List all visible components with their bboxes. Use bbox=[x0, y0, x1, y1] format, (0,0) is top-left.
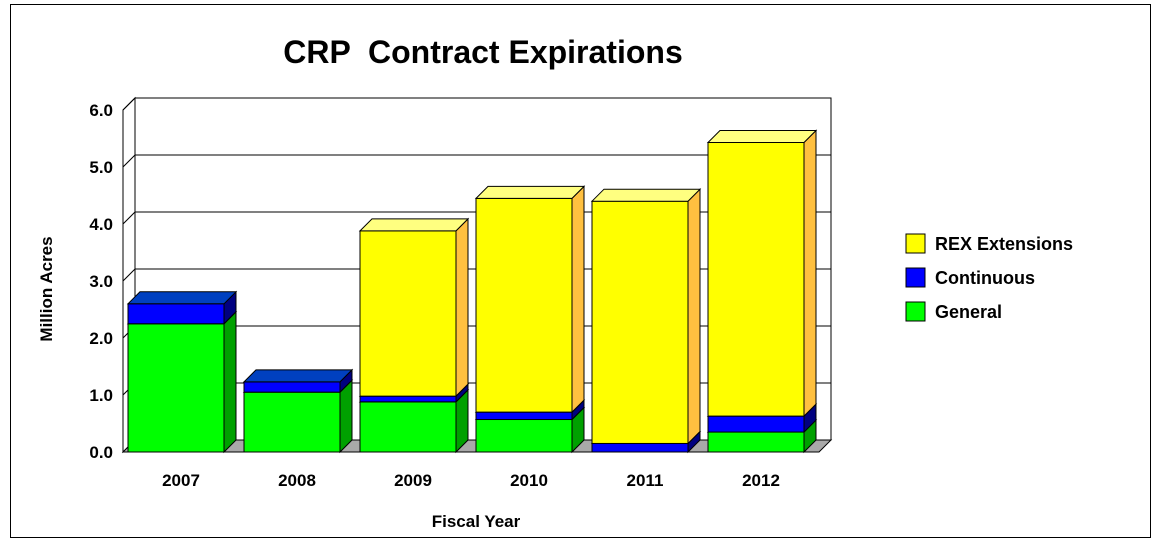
bar-segment-continuous-2007 bbox=[126, 290, 238, 325]
y-tick-label: 0.0 bbox=[89, 443, 113, 462]
y-tick-label: 2.0 bbox=[89, 329, 113, 348]
legend-swatch bbox=[905, 267, 926, 288]
x-tick-label-2007: 2007 bbox=[162, 471, 200, 490]
y-tick-label: 5.0 bbox=[89, 158, 113, 177]
gridline bbox=[122, 97, 136, 111]
legend-item-general: General bbox=[905, 301, 1002, 322]
legend-swatch bbox=[905, 233, 926, 254]
legend-item-rex-extensions: REX Extensions bbox=[905, 233, 1073, 254]
y-tick-label: 4.0 bbox=[89, 215, 113, 234]
gridline bbox=[122, 154, 136, 168]
x-tick-label-2011: 2011 bbox=[627, 471, 664, 490]
bars bbox=[126, 129, 818, 454]
bar-segment-continuous-2008 bbox=[242, 368, 354, 394]
legend-label: Continuous bbox=[935, 268, 1035, 288]
bar-segment-rex-extensions-2012 bbox=[706, 129, 818, 418]
y-axis-title: Million Acres bbox=[37, 236, 56, 341]
x-axis-title: Fiscal Year bbox=[432, 512, 521, 531]
x-axis: 2007 2008 2009 2010 2011 2012 bbox=[162, 471, 780, 490]
gridline bbox=[122, 211, 136, 225]
y-tick-label: 1.0 bbox=[89, 386, 113, 405]
bar-segment-rex-extensions-2009 bbox=[358, 217, 470, 398]
bar-segment-rex-extensions-2010 bbox=[474, 185, 586, 414]
chart-frame: CRP Contract Expirations 0.0 1.0 2.0 3.0 4.0… bbox=[10, 4, 1151, 538]
legend-label: General bbox=[935, 302, 1002, 322]
x-tick-label-2008: 2008 bbox=[278, 471, 316, 490]
x-tick-label-2012: 2012 bbox=[742, 471, 780, 490]
y-tick-label: 6.0 bbox=[89, 101, 113, 120]
bar-segment-rex-extensions-2011 bbox=[590, 187, 702, 445]
legend-label: REX Extensions bbox=[935, 234, 1073, 254]
x-tick-label-2010: 2010 bbox=[510, 471, 548, 490]
y-axis: 0.0 1.0 2.0 3.0 4.0 5.0 6.0 bbox=[89, 101, 113, 462]
y-tick-label: 3.0 bbox=[89, 272, 113, 291]
legend: REX Extensions Continuous General bbox=[905, 233, 1073, 322]
chart-title: CRP Contract Expirations bbox=[283, 34, 682, 70]
x-tick-label-2009: 2009 bbox=[394, 471, 432, 490]
bar-chart: CRP Contract Expirations 0.0 1.0 2.0 3.0 4.0… bbox=[37, 34, 1073, 531]
gridline bbox=[122, 268, 136, 282]
legend-swatch bbox=[905, 301, 926, 322]
legend-item-continuous: Continuous bbox=[905, 267, 1035, 288]
bar-segment-general-2007 bbox=[126, 310, 238, 454]
